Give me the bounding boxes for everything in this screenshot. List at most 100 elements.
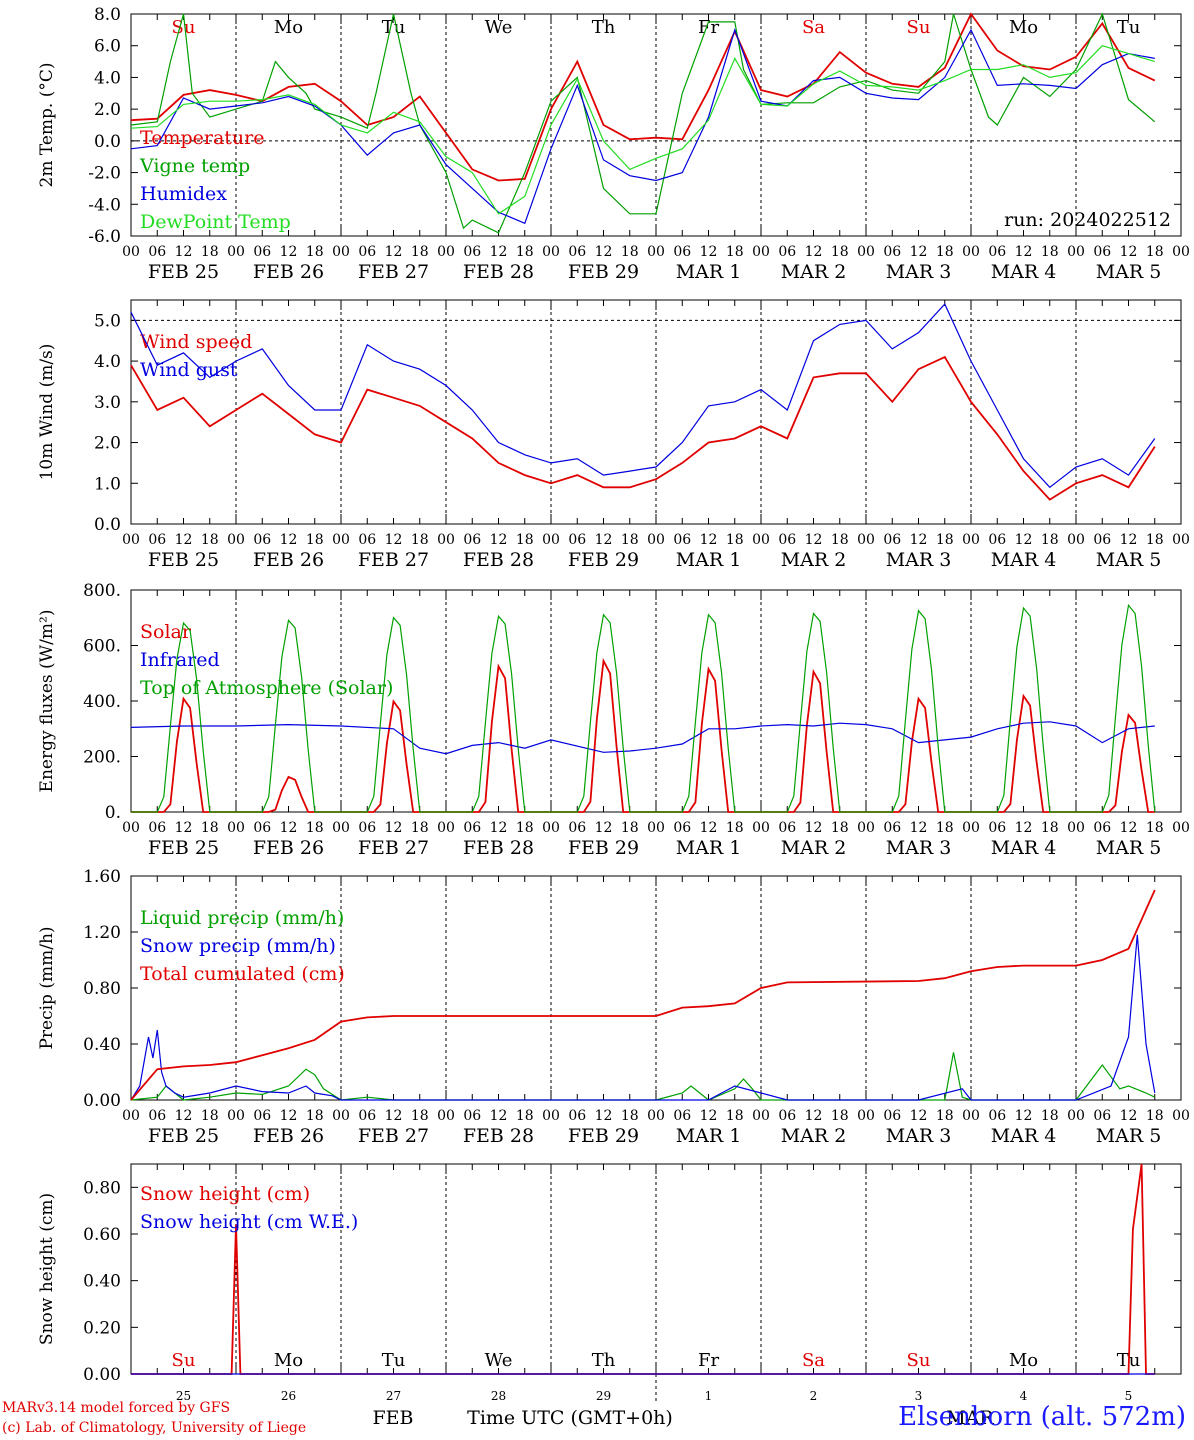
x-tick-label: 06 bbox=[253, 820, 271, 836]
y-tick-label: 0.60 bbox=[83, 1225, 121, 1245]
date-label: FEB 29 bbox=[568, 261, 639, 283]
x-tick-label: 12 bbox=[595, 244, 613, 260]
date-label: FEB 28 bbox=[463, 837, 534, 859]
date-label: FEB 28 bbox=[463, 261, 534, 283]
x-tick-label: 18 bbox=[516, 1108, 534, 1124]
x-tick-label: 18 bbox=[201, 532, 219, 548]
x-tick-label: 18 bbox=[621, 244, 639, 260]
x-tick-label: 12 bbox=[1120, 820, 1138, 836]
y-tick-label: 0.0 bbox=[94, 132, 121, 152]
x-tick-label: 00 bbox=[332, 532, 350, 548]
date-label: FEB 28 bbox=[463, 549, 534, 571]
x-tick-label: 00 bbox=[1172, 1108, 1190, 1124]
date-label: MAR 2 bbox=[781, 837, 847, 859]
x-tick-label: 12 bbox=[805, 820, 823, 836]
date-label: FEB 29 bbox=[568, 549, 639, 571]
y-tick-label: 1.60 bbox=[83, 867, 121, 887]
legend-entry: Wind speed bbox=[140, 331, 252, 353]
y-tick-label: 2.0 bbox=[94, 100, 121, 120]
x-tick-label: 12 bbox=[280, 1108, 298, 1124]
date-label: MAR 4 bbox=[991, 837, 1057, 859]
x-tick-label: 18 bbox=[201, 1108, 219, 1124]
x-tick-label: 12 bbox=[1015, 820, 1033, 836]
x-tick-label: 00 bbox=[857, 1108, 875, 1124]
date-label: FEB 27 bbox=[358, 549, 429, 571]
y-tick-label: 0. bbox=[105, 803, 121, 823]
y-tick-label: 0.00 bbox=[83, 1365, 121, 1385]
weekday-label: Mo bbox=[1009, 1350, 1038, 1371]
x-tick-label: 12 bbox=[910, 244, 928, 260]
x-tick-label: 00 bbox=[962, 1108, 980, 1124]
weekday-label: Mo bbox=[274, 1350, 303, 1371]
date-label: FEB 25 bbox=[148, 837, 219, 859]
x-tick-label: 18 bbox=[1146, 1108, 1164, 1124]
x-tick-label: 18 bbox=[936, 532, 954, 548]
x-tick-label: 18 bbox=[726, 1108, 744, 1124]
legend-entry: Humidex bbox=[140, 183, 227, 205]
chart-panel-2: 0.0 1.0 2.0 3.0 4.0 5.0 10m Wind (m/s) 00 06 12 18… bbox=[37, 299, 1190, 571]
month-label: FEB bbox=[372, 1407, 413, 1429]
x-tick-label: 12 bbox=[700, 820, 718, 836]
x-tick-label: 06 bbox=[568, 1108, 586, 1124]
x-tick-label: 18 bbox=[516, 532, 534, 548]
x-tick-label: 06 bbox=[358, 820, 376, 836]
x-tick-label: 12 bbox=[595, 532, 613, 548]
weekday-label: Su bbox=[907, 1350, 931, 1371]
x-tick-label: 00 bbox=[1172, 244, 1190, 260]
chart-panel-5: 0.00 0.20 0.40 0.60 0.80 Snow height (cm) Su Mo… bbox=[37, 1163, 1182, 1403]
weekday-label: Sa bbox=[802, 17, 825, 38]
date-label: FEB 28 bbox=[463, 1125, 534, 1147]
x-tick-label: 12 bbox=[385, 244, 403, 260]
series-line-blue bbox=[130, 721, 1155, 755]
x-tick-label: 12 bbox=[385, 532, 403, 548]
x-tick-label: 18 bbox=[831, 532, 849, 548]
x-tick-label: 00 bbox=[332, 820, 350, 836]
x-tick-label: 18 bbox=[411, 244, 429, 260]
x-tick-label: 00 bbox=[227, 532, 245, 548]
x-tick-label: 06 bbox=[673, 532, 691, 548]
x-tick-label: 00 bbox=[962, 820, 980, 836]
x-tick-label: 00 bbox=[647, 820, 665, 836]
x-tick-label: 06 bbox=[778, 244, 796, 260]
x-tick-label: 06 bbox=[883, 244, 901, 260]
x-tick-label: 18 bbox=[621, 532, 639, 548]
x-tick-label: 12 bbox=[175, 532, 193, 548]
date-label: MAR 5 bbox=[1096, 1125, 1162, 1147]
series-line-red bbox=[130, 889, 1156, 1101]
y-tick-label: 8.0 bbox=[94, 5, 121, 25]
day-number-label: 1 bbox=[705, 1389, 713, 1403]
x-tick-label: 12 bbox=[490, 532, 508, 548]
date-label: FEB 26 bbox=[253, 837, 324, 859]
x-tick-label: 18 bbox=[1041, 820, 1059, 836]
x-tick-label: 06 bbox=[778, 1108, 796, 1124]
x-tick-label: 18 bbox=[516, 244, 534, 260]
x-tick-label: 00 bbox=[962, 532, 980, 548]
date-label: MAR 3 bbox=[886, 837, 952, 859]
x-tick-label: 06 bbox=[883, 820, 901, 836]
x-tick-label: 00 bbox=[437, 244, 455, 260]
date-label: MAR 4 bbox=[991, 549, 1057, 571]
x-tick-label: 12 bbox=[1015, 532, 1033, 548]
y-tick-label: 0.0 bbox=[94, 515, 121, 535]
date-label: MAR 1 bbox=[676, 1125, 742, 1147]
x-tick-label: 06 bbox=[1093, 820, 1111, 836]
x-tick-label: 18 bbox=[201, 244, 219, 260]
x-tick-label: 18 bbox=[516, 820, 534, 836]
x-tick-label: 12 bbox=[805, 1108, 823, 1124]
x-tick-label: 18 bbox=[1146, 244, 1164, 260]
weekday-label: Sa bbox=[802, 1350, 825, 1371]
x-tick-label: 00 bbox=[227, 1108, 245, 1124]
x-tick-label: 12 bbox=[490, 244, 508, 260]
y-tick-label: -6.0 bbox=[88, 227, 121, 247]
x-tick-label: 00 bbox=[437, 532, 455, 548]
date-label: FEB 25 bbox=[148, 1125, 219, 1147]
day-number-label: 29 bbox=[596, 1389, 611, 1403]
x-tick-label: 12 bbox=[175, 244, 193, 260]
x-tick-label: 12 bbox=[595, 820, 613, 836]
x-tick-label: 18 bbox=[1041, 244, 1059, 260]
x-tick-label: 12 bbox=[1120, 1108, 1138, 1124]
x-tick-label: 06 bbox=[463, 1108, 481, 1124]
x-tick-label: 06 bbox=[148, 532, 166, 548]
x-tick-label: 00 bbox=[332, 1108, 350, 1124]
run-label: run: 2024022512 bbox=[1004, 209, 1171, 231]
